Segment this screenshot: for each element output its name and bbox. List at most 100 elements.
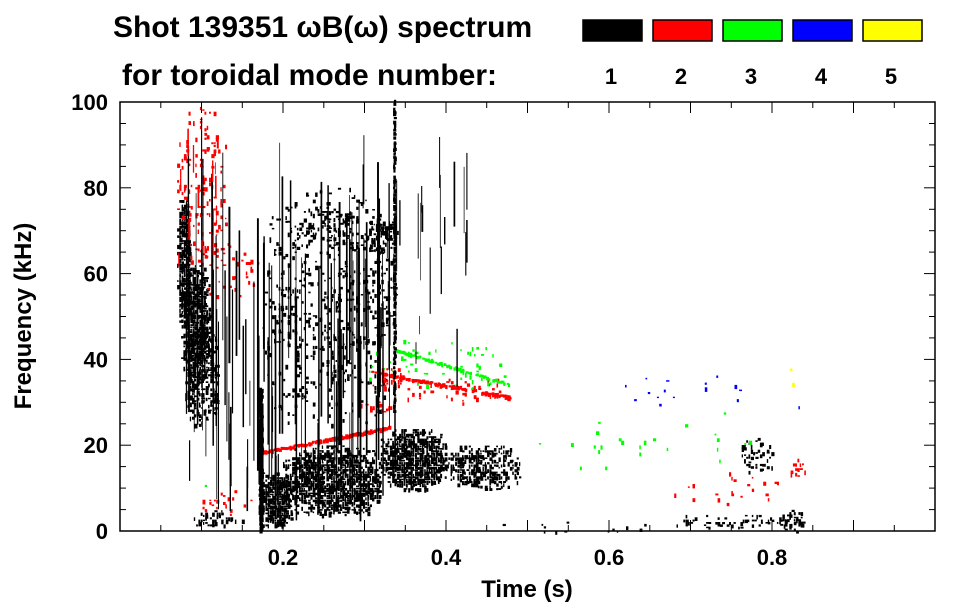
spectrum-cell	[278, 251, 282, 256]
track-cell	[393, 224, 397, 228]
spectrum-cell	[211, 142, 214, 145]
spectrum-cell	[376, 492, 379, 495]
spectrum-cell	[480, 471, 483, 475]
spectrum-cell	[183, 277, 186, 281]
spectrum-cell	[426, 478, 430, 481]
spectrum-cell	[503, 471, 507, 476]
legend-swatch-mode-1	[582, 19, 643, 42]
y-tick-label: 100	[71, 90, 108, 115]
spectrum-cell	[333, 506, 336, 512]
spectrum-cell	[330, 452, 334, 456]
spectrum-cell	[199, 321, 203, 327]
spectrum-cell	[308, 473, 310, 476]
spectrum-cell	[181, 228, 184, 233]
track-cell	[413, 379, 418, 383]
spectrum-cell	[299, 364, 301, 369]
spectrum-cell	[312, 355, 315, 361]
spectrum-cell	[500, 464, 503, 468]
spectrum-cell	[294, 202, 298, 207]
track-cell	[393, 301, 397, 305]
spectrum-cell	[223, 264, 227, 266]
spectrum-cell	[493, 459, 497, 464]
track-cell	[259, 477, 263, 481]
spectrum-cell	[179, 237, 183, 243]
spectrum-cell	[383, 249, 386, 253]
spectrum-cell	[399, 464, 401, 469]
spectrum-cell	[378, 499, 381, 504]
spectrum-cell	[424, 455, 427, 460]
spectrum-cell	[779, 522, 781, 525]
spectrum-cell	[208, 355, 210, 358]
spectrum-cell	[322, 211, 326, 213]
spectrum-cell	[360, 454, 363, 458]
spectrum-cell	[389, 223, 393, 227]
spectrum-cell	[192, 321, 195, 326]
spectrum-cell	[183, 196, 187, 200]
spectrum-cell	[755, 456, 759, 459]
spectrum-cell	[417, 488, 420, 493]
spectrum-cell	[423, 390, 426, 394]
spectrum-cell	[319, 483, 323, 488]
spectrum-cell	[199, 359, 202, 365]
spectrum-cell	[211, 504, 215, 507]
spectrum-cell	[437, 438, 441, 444]
spectrum-cell	[203, 284, 206, 286]
spectrum-cell	[347, 376, 350, 381]
spectrum-cell	[457, 459, 461, 464]
spectrum-cell	[374, 495, 377, 499]
spectrum-cell	[202, 253, 206, 256]
spectrum-cell	[290, 505, 293, 508]
spectrum-cell	[717, 524, 721, 527]
spectrum-cell	[192, 341, 196, 345]
spectrum-cell	[417, 457, 420, 460]
spectrum-cell	[514, 462, 518, 466]
spectrum-cell	[194, 279, 197, 283]
burst-group-2	[178, 128, 219, 267]
track-cell	[259, 462, 263, 467]
spectrum-cell	[331, 407, 333, 409]
spectrum-cell	[330, 464, 335, 468]
spectrum-cell	[440, 448, 444, 450]
spectrum-cell	[292, 487, 295, 493]
spectrum-cell	[405, 469, 409, 473]
spectrum-cell	[426, 384, 430, 389]
spectrum-cell	[186, 223, 189, 228]
spectrum-cell	[281, 500, 285, 505]
spectrum-cell	[342, 454, 346, 458]
spectrum-cell	[270, 481, 272, 486]
spectrum-cell	[264, 303, 268, 306]
spectrum-cell	[310, 473, 314, 478]
spectrum-cell	[299, 466, 302, 470]
spectrum-cell	[340, 213, 343, 217]
spectrum-cell	[312, 511, 315, 514]
spectrum-cell	[283, 270, 285, 275]
spectrum-cell	[369, 233, 372, 237]
spectrum-cell	[401, 436, 404, 439]
spectrum-cell	[351, 197, 355, 199]
spectrum-cell	[371, 365, 373, 368]
spectrum-cell	[401, 433, 403, 438]
spectrum-cell	[190, 338, 193, 343]
spectrum-cell	[372, 478, 375, 483]
spectrum-cell	[390, 406, 393, 410]
spectrum-cell	[269, 298, 272, 303]
spectrum-cell	[716, 375, 719, 378]
spectrum-cell	[349, 506, 351, 511]
spectrum-cell	[192, 310, 195, 315]
spectrum-cell	[475, 450, 479, 455]
spectrum-cell	[442, 443, 445, 446]
spectrum-cell	[321, 445, 324, 449]
spectrum-cell	[505, 455, 507, 460]
spectrum-cell	[203, 350, 207, 354]
spectrum-cell	[220, 187, 222, 192]
spectrum-cell	[408, 462, 411, 466]
spectrum-cell	[283, 378, 286, 382]
spectrum-cell	[198, 355, 202, 360]
track-cell	[393, 350, 396, 355]
spectrum-region-5	[283, 445, 382, 519]
spectrum-cell	[491, 450, 494, 453]
spectrum-cell	[290, 517, 294, 521]
spectrum-cell	[285, 216, 287, 220]
spectrum-cell	[272, 505, 276, 509]
spectrum-cell	[770, 517, 773, 521]
